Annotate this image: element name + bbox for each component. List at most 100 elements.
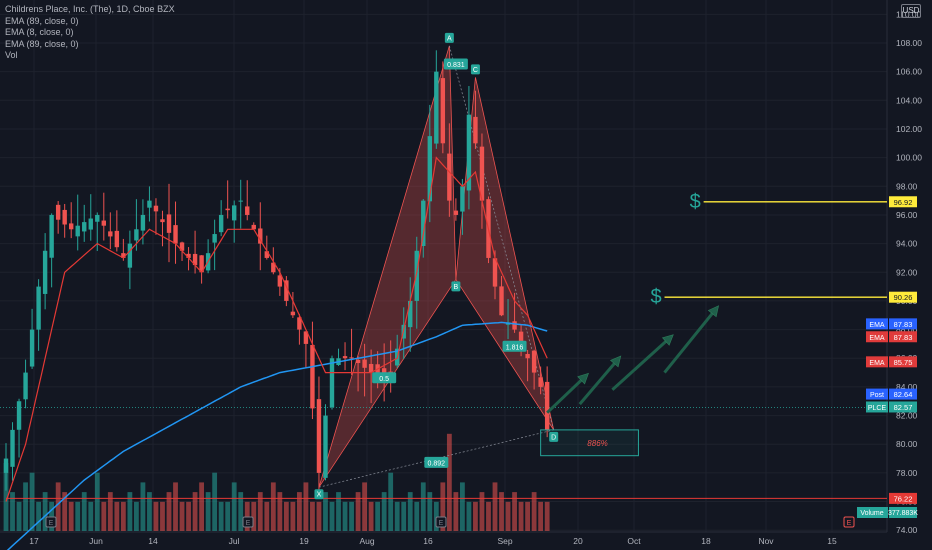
- earnings-marker[interactable]: E: [45, 516, 57, 528]
- candle-body: [245, 206, 250, 215]
- pattern-point-badge: [444, 32, 454, 43]
- tag-prefix-box: [866, 331, 888, 343]
- candle-body: [479, 146, 485, 201]
- y-tick-label: 92.00: [896, 267, 918, 277]
- pattern-point-a: A: [444, 32, 454, 43]
- candle-body: [329, 358, 335, 408]
- candle-body: [62, 209, 67, 225]
- volume-bar: [362, 482, 367, 531]
- x-tick-label: Aug: [359, 536, 374, 546]
- pattern-point-label: C: [473, 67, 478, 74]
- pattern-xab-triangle: [318, 45, 457, 488]
- volume-bar: [23, 482, 28, 531]
- ratio-badge: [502, 340, 527, 352]
- volume-bar: [68, 501, 74, 531]
- y-tick-label: 96.00: [896, 210, 918, 220]
- earnings-marker-label: E: [49, 520, 54, 527]
- indicator-ema-8[interactable]: EMA (8, close, 0): [5, 27, 74, 37]
- volume-bar: [531, 492, 537, 531]
- earnings-marker[interactable]: E: [843, 516, 855, 528]
- candle-body: [440, 78, 446, 144]
- tag-value: 96.92: [894, 198, 913, 207]
- candle-body: [342, 356, 348, 359]
- tag-value: 82.57: [894, 403, 913, 412]
- y-tick-label: 108.00: [896, 38, 922, 48]
- earnings-marker[interactable]: E: [435, 516, 447, 528]
- candle-body: [199, 255, 204, 273]
- candle-body: [173, 225, 178, 244]
- candle-body: [381, 368, 387, 373]
- candle-body: [408, 300, 413, 328]
- earnings-marker-label: E: [847, 520, 852, 527]
- volume-bar: [460, 482, 465, 531]
- volume-bar: [336, 492, 341, 531]
- candle-body: [303, 331, 309, 344]
- volume-bar: [544, 501, 550, 531]
- candle-body: [108, 231, 113, 237]
- volume-bar: [36, 501, 41, 531]
- volume-value-box: [889, 507, 917, 518]
- earnings-marker[interactable]: E: [242, 516, 254, 528]
- candle-body: [29, 329, 35, 367]
- tag-prefix: Post: [870, 392, 884, 399]
- indicator-ema-89-b[interactable]: EMA (89, close, 0): [5, 38, 79, 49]
- candle-body: [134, 229, 139, 241]
- projection-arrow: [578, 355, 622, 406]
- candle-body: [23, 372, 28, 400]
- volume-bar: [62, 492, 68, 531]
- indicator-ema-89-a[interactable]: EMA (89, close, 0): [5, 15, 79, 26]
- candle-body: [355, 359, 361, 364]
- candle-body: [212, 234, 217, 243]
- volume-bar: [251, 501, 257, 531]
- x-tick-label: Jul: [229, 536, 240, 546]
- volume-bar: [310, 501, 315, 531]
- y-tick-label: 88.00: [896, 325, 918, 335]
- volume-bar: [283, 501, 289, 531]
- volume-bar: [440, 482, 446, 531]
- y-tick-label: 98.00: [896, 181, 918, 191]
- earnings-marker-label: E: [246, 520, 251, 527]
- x-tick-label: Jun: [89, 536, 103, 546]
- price-tag-plce: PLCE 82.57: [866, 401, 917, 413]
- candle-body: [512, 321, 517, 330]
- volume-label-box: [857, 507, 888, 518]
- candle-body: [140, 214, 146, 231]
- volume-bar: [316, 501, 322, 531]
- volume-bar: [297, 492, 302, 531]
- volume-bar: [42, 492, 48, 531]
- y-tick-label: 78.00: [896, 468, 918, 478]
- tag-value: 85.75: [894, 358, 913, 367]
- volume-bar: [492, 482, 498, 531]
- volume-bar: [160, 501, 165, 531]
- volume-bar: [375, 501, 381, 531]
- symbol-title[interactable]: Childrens Place, Inc. (The), 1D, Cboe BZ…: [5, 4, 175, 14]
- candle-body: [251, 224, 256, 230]
- ema-fast-line: [5, 156, 548, 502]
- y-tick-label: 80.00: [896, 439, 918, 449]
- volume-bar: [446, 433, 452, 531]
- volume-tag: Volume 377.883K: [857, 507, 918, 518]
- candle-body: [447, 153, 452, 201]
- candle-body: [264, 251, 269, 258]
- candle-body: [238, 200, 243, 202]
- y-tick-label: 82.00: [896, 411, 918, 421]
- y-tick-label: 104.00: [896, 95, 922, 105]
- earnings-marker-label: E: [439, 520, 444, 527]
- candle-body: [271, 262, 276, 273]
- volume-bar: [323, 492, 328, 531]
- volume-bar: [433, 501, 439, 531]
- level-price-tag: 76.22: [889, 492, 917, 504]
- indicator-volume[interactable]: Vol: [5, 50, 18, 60]
- candle-body: [16, 401, 22, 430]
- volume-bar: [257, 492, 263, 531]
- x-tick-label: Oct: [627, 536, 641, 546]
- ratio-label: 0.892: [424, 456, 449, 468]
- volume-bar: [166, 492, 172, 531]
- tag-prefix: EMA: [869, 360, 885, 367]
- tag-value-box: [889, 492, 917, 504]
- tag-value-box: [889, 401, 917, 413]
- volume-bar: [538, 501, 544, 531]
- tag-value: 90.26: [894, 293, 913, 302]
- currency-badge[interactable]: USD: [901, 4, 921, 18]
